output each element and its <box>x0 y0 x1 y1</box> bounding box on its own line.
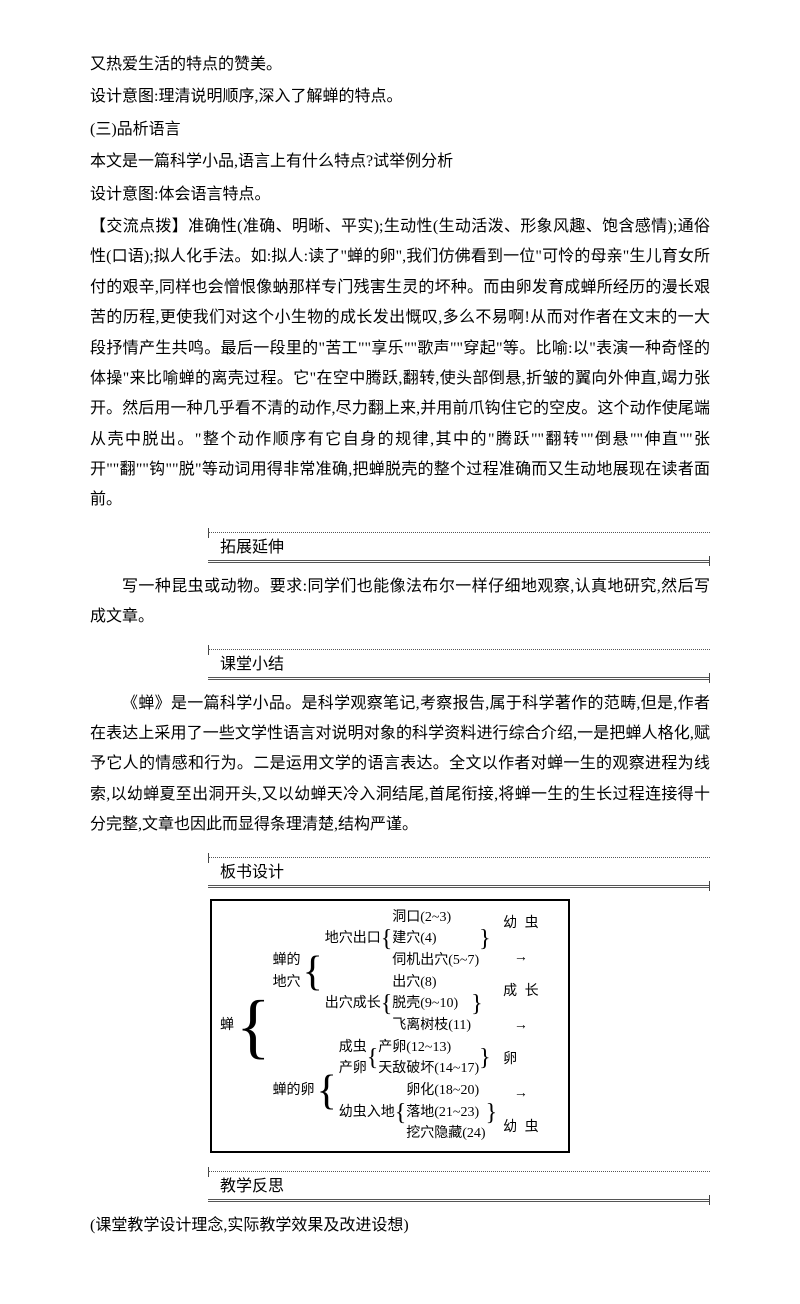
board-g1-t1: 蝉的 <box>273 950 301 972</box>
board-item: 落地(21~23) <box>406 1102 485 1124</box>
arrow-icon: → <box>503 947 541 969</box>
board-item: 挖穴隐藏(24) <box>406 1123 485 1145</box>
arrow-icon: → <box>503 1015 541 1037</box>
paragraph-intro-4: 本文是一篇科学小品,语言上有什么特点?试举例分析 <box>90 147 710 177</box>
board-g2-title: 蝉的卵 <box>273 1080 315 1102</box>
paragraph-intro-5: 设计意图:体会语言特点。 <box>90 180 710 210</box>
section-label: 课堂小结 <box>220 650 284 680</box>
board-g1-t2: 地穴 <box>273 972 301 994</box>
board-item: 洞口(2~3) <box>392 907 479 929</box>
section-label: 板书设计 <box>220 858 284 888</box>
paragraph-intro-3: (三)品析语言 <box>90 115 710 145</box>
board-g1b-label: 出穴成长 <box>325 993 381 1015</box>
paragraph-fansi: (课堂教学设计理念,实际教学效果及改进设想) <box>90 1211 710 1241</box>
board-item: 建穴(4) <box>392 928 479 950</box>
board-design-diagram: 蝉 { 蝉的 地穴 { 地穴出口 { 洞口(2~3) 建穴(4) 伺机出穴(5 <box>210 899 570 1154</box>
section-header-fansi: 教学反思 <box>90 1163 710 1205</box>
board-item: 产卵(12~13) <box>378 1037 479 1059</box>
section-header-tuozhan: 拓展延伸 <box>90 524 710 566</box>
board-item: 飞离树枝(11) <box>392 1015 471 1037</box>
section-label: 教学反思 <box>220 1172 284 1202</box>
board-g2a-l2: 产卵 <box>339 1058 367 1080</box>
paragraph-tuozhan: 写一种昆虫或动物。要求:同学们也能像法布尔一样仔细地观察,认真地研究,然后写成文… <box>90 572 710 633</box>
paragraph-intro-1: 又热爱生活的特点的赞美。 <box>90 50 710 80</box>
board-right-item: 卵 <box>503 1049 541 1071</box>
board-item: 出穴(8) <box>392 972 471 994</box>
board-item: 卵化(18~20) <box>406 1080 485 1102</box>
board-right-item: 幼 虫 <box>503 913 541 935</box>
board-item: 天敌破坏(14~17) <box>378 1058 479 1080</box>
board-right-column: 幼 虫 → 成 长 → 卵 → 幼 虫 <box>503 907 541 1146</box>
board-item: 脱壳(9~10) <box>392 993 471 1015</box>
section-label: 拓展延伸 <box>220 533 284 563</box>
paragraph-jiaoliu: 【交流点拨】准确性(准确、明晰、平实);生动性(生动活泼、形象风趣、饱含感情);… <box>90 212 710 516</box>
board-right-item: 幼 虫 <box>503 1117 541 1139</box>
board-item: 伺机出穴(5~7) <box>392 950 479 972</box>
section-header-banshu: 板书设计 <box>90 849 710 891</box>
paragraph-ketang: 《蝉》是一篇科学小品。是科学观察笔记,考察报告,属于科学著作的范畴,但是,作者在… <box>90 689 710 841</box>
board-g1a-label: 地穴出口 <box>325 928 381 950</box>
board-right-item: 成 长 <box>503 981 541 1003</box>
paragraph-intro-2: 设计意图:理清说明顺序,深入了解蝉的特点。 <box>90 82 710 112</box>
board-g2a-l1: 成虫 <box>339 1037 367 1059</box>
arrow-icon: → <box>503 1083 541 1105</box>
section-header-ketang: 课堂小结 <box>90 641 710 683</box>
board-root: 蝉 <box>220 907 234 1146</box>
board-g2b-label: 幼虫入地 <box>339 1102 395 1124</box>
